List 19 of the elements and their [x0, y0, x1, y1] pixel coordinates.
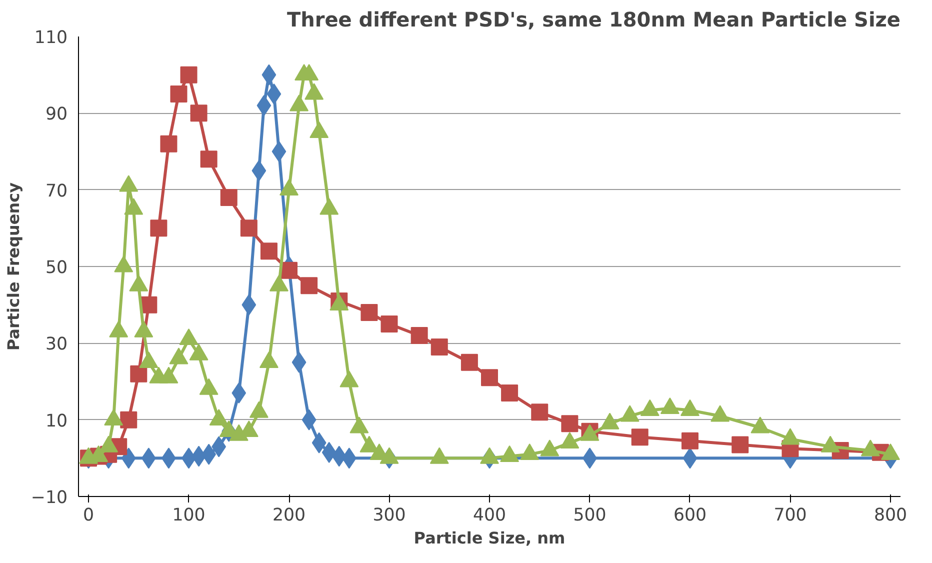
y-tick-label: 70: [45, 181, 68, 202]
y-tick-label: −10: [30, 488, 68, 508]
x-tick-label: 500: [573, 506, 606, 526]
y-axis-title: Particle Frequency: [4, 182, 23, 351]
x-tick-label: 600: [673, 506, 707, 526]
x-tick-label: 300: [372, 506, 406, 526]
x-axis-title: Particle Size, nm: [414, 528, 566, 548]
y-tick-label: 30: [45, 334, 68, 355]
x-tick-label: 100: [172, 506, 206, 526]
y-tick-label: 90: [45, 104, 68, 125]
y-tick-label: 50: [45, 258, 68, 278]
x-tick-label: 800: [874, 506, 908, 526]
y-tick-label: 10: [45, 411, 68, 432]
x-tick-label: 700: [774, 506, 807, 526]
x-tick-label: 400: [472, 506, 506, 526]
x-tick-label: 200: [272, 506, 306, 526]
y-tick-label: 110: [34, 28, 68, 48]
x-tick-label: 0: [83, 506, 94, 526]
chart-title: Three different PSD's, same 180nm Mean Particle Size: [286, 8, 901, 32]
